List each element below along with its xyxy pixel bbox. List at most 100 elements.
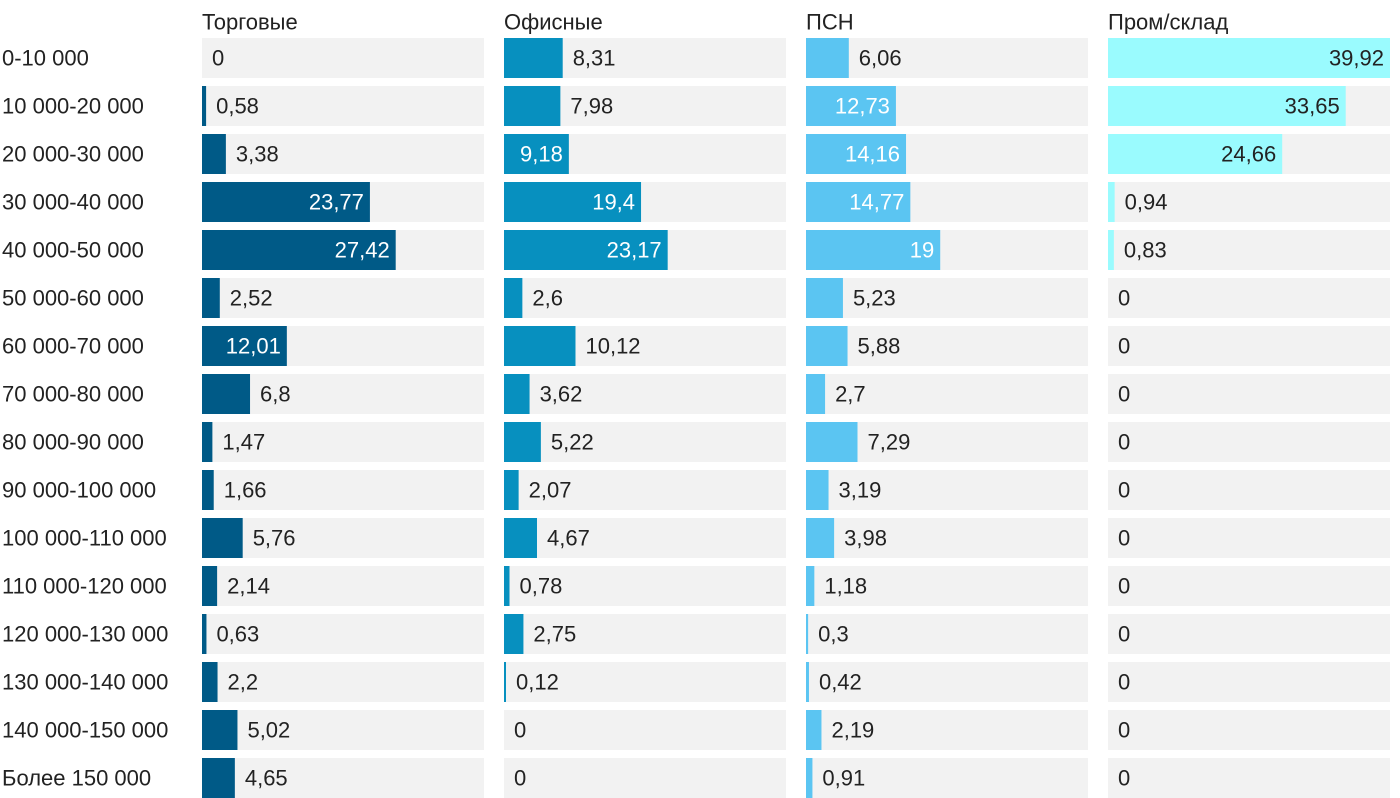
category-label: 90 000-100 000: [2, 478, 156, 503]
value-label: 3,62: [540, 382, 583, 407]
value-label: 0,63: [216, 622, 259, 647]
value-label: 4,65: [245, 766, 288, 791]
bar: [202, 278, 220, 318]
bar: [202, 758, 235, 798]
bar: [806, 662, 809, 702]
bar-track: [1108, 566, 1390, 606]
bar: [202, 422, 213, 462]
value-label: 5,23: [853, 286, 896, 311]
value-label: 12,01: [226, 334, 281, 359]
bar: [504, 86, 561, 126]
value-label: 19: [910, 238, 934, 263]
value-label: 23,77: [309, 190, 364, 215]
panel-title: Пром/склад: [1108, 10, 1228, 35]
bar-track: [806, 614, 1088, 654]
bar-track: [1108, 278, 1390, 318]
bar: [504, 614, 524, 654]
bar-track: [806, 758, 1088, 798]
value-label: 39,92: [1329, 46, 1384, 71]
category-label: 80 000-90 000: [2, 430, 144, 455]
category-label: 110 000-120 000: [2, 574, 167, 599]
value-label: 0,91: [822, 766, 865, 791]
bar: [202, 326, 287, 366]
bar-track: [504, 422, 786, 462]
bar-track: [202, 86, 484, 126]
bar-track: [202, 758, 484, 798]
value-label: 0: [1118, 718, 1130, 743]
bar: [504, 566, 510, 606]
bar: [1108, 86, 1346, 126]
bar-track: [1108, 422, 1390, 462]
value-label: 10,12: [585, 334, 640, 359]
bar-track: [806, 710, 1088, 750]
bar-track: [504, 518, 786, 558]
value-label: 33,65: [1285, 94, 1340, 119]
category-label: 0-10 000: [2, 46, 89, 71]
value-label: 12,73: [835, 94, 890, 119]
category-label: 120 000-130 000: [2, 622, 168, 647]
bar: [806, 758, 813, 798]
bar: [806, 38, 849, 78]
value-label: 5,88: [858, 334, 901, 359]
bar-track: [1108, 182, 1390, 222]
value-label: 2,07: [529, 478, 572, 503]
bar: [504, 422, 541, 462]
bar-track: [806, 470, 1088, 510]
bar-track: [202, 470, 484, 510]
bar-track: [504, 278, 786, 318]
category-label: 130 000-140 000: [2, 670, 168, 695]
value-label: 14,16: [845, 142, 900, 167]
value-label: 0: [1118, 478, 1130, 503]
value-label: 19,4: [592, 190, 635, 215]
value-label: 0,3: [818, 622, 849, 647]
bar: [504, 470, 519, 510]
bar: [806, 374, 826, 414]
bar-track: [202, 662, 484, 702]
bar-track: [806, 518, 1088, 558]
bar-track: [504, 374, 786, 414]
value-label: 1,66: [224, 478, 267, 503]
bar-track: [504, 758, 786, 798]
value-label: 0: [1118, 286, 1130, 311]
bar-track: [806, 566, 1088, 606]
bar-track: [1108, 758, 1390, 798]
category-label: 100 000-110 000: [2, 526, 167, 551]
bar: [806, 182, 911, 222]
panel-title: Торговые: [202, 10, 298, 35]
bar-track: [504, 614, 786, 654]
bar: [202, 566, 218, 606]
value-label: 0,58: [216, 94, 259, 119]
bar-track: [504, 470, 786, 510]
value-label: 0: [1118, 670, 1130, 695]
bar-track: [202, 38, 484, 78]
bar: [202, 614, 207, 654]
bar-track: [202, 278, 484, 318]
bar: [806, 470, 829, 510]
bar-track: [504, 566, 786, 606]
value-label: 2,19: [831, 718, 874, 743]
value-label: 9,18: [520, 142, 563, 167]
value-label: 0,94: [1125, 190, 1168, 215]
value-label: 2,75: [533, 622, 576, 647]
category-label: 40 000-50 000: [2, 238, 144, 263]
value-label: 0: [514, 766, 526, 791]
bar: [504, 326, 576, 366]
bar: [202, 230, 396, 270]
value-label: 2,14: [227, 574, 270, 599]
category-label: Более 150 000: [2, 766, 151, 791]
bar: [806, 230, 941, 270]
bar: [202, 518, 243, 558]
panel-title: Офисные: [504, 10, 603, 35]
value-label: 0: [1118, 382, 1130, 407]
bar: [504, 182, 642, 222]
bar: [806, 566, 815, 606]
value-label: 3,98: [844, 526, 887, 551]
category-label: 20 000-30 000: [2, 142, 144, 167]
bar: [202, 134, 226, 174]
value-label: 0: [1118, 622, 1130, 647]
value-label: 3,38: [236, 142, 279, 167]
bar-track: [806, 374, 1088, 414]
value-label: 27,42: [335, 238, 390, 263]
bar-track: [504, 662, 786, 702]
bar: [504, 134, 569, 174]
